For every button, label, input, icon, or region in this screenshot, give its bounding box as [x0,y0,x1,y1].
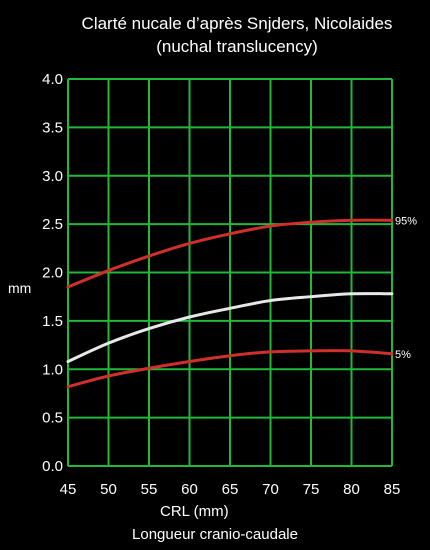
x-tick-label: 55 [141,481,158,498]
chart-caption: Longueur cranio-caudale [132,526,298,543]
x-tick-label: 60 [181,481,198,498]
y-tick-label: 1.5 [42,313,63,330]
series-line-95pct [66,218,394,289]
chart-subtitle: (nuchal translucency) [156,37,318,56]
series-line-median [66,292,394,364]
series-label: 5% [395,349,411,361]
x-axis-label: CRL (mm) [160,503,229,520]
y-tick-label: 3.0 [42,168,63,185]
y-tick-label: 4.0 [42,71,63,88]
y-tick-label: 3.5 [42,119,63,136]
series-label: 95% [395,215,417,227]
x-tick-label: 80 [343,481,360,498]
y-tick-label: 0.0 [42,458,63,475]
chart-title: Clarté nucale d’après Snjders, Nicolaide… [81,14,393,33]
y-tick-label: 2.5 [42,216,63,233]
y-tick-label: 2.0 [42,265,63,282]
x-tick-label: 50 [100,481,117,498]
x-tick-label: 70 [262,481,279,498]
y-axis-label: mm [8,280,32,296]
series-line-5pct [66,349,394,389]
x-tick-label: 65 [222,481,239,498]
x-tick-label: 85 [384,481,401,498]
x-tick-label: 45 [60,481,77,498]
y-tick-label: 1.0 [42,361,63,378]
y-tick-label: 0.5 [42,410,63,427]
x-tick-label: 75 [303,481,320,498]
